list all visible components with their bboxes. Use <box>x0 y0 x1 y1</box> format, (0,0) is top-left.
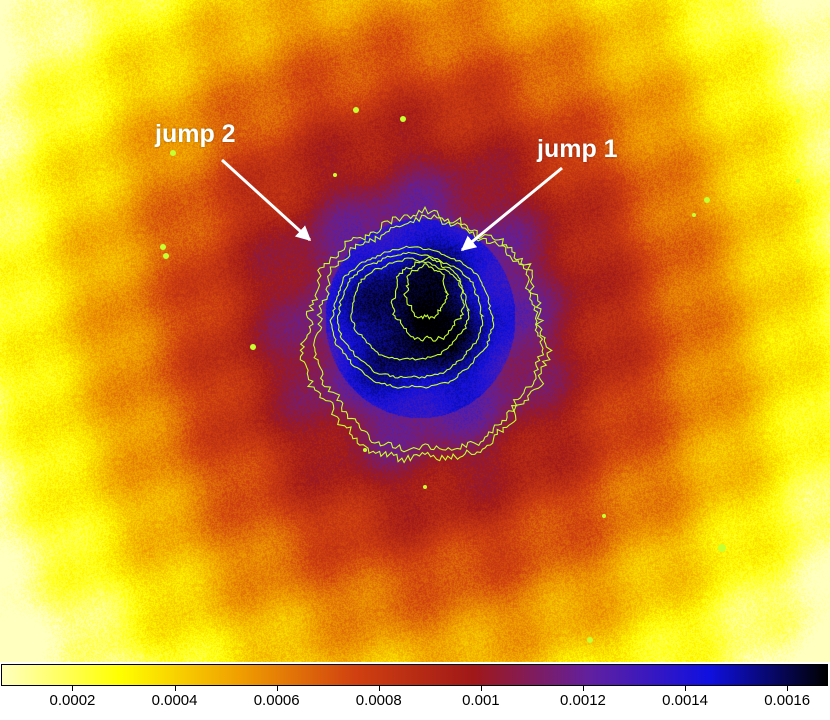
point-source <box>796 179 800 183</box>
map-overlay <box>160 107 800 643</box>
point-source <box>692 213 696 217</box>
jump-2-arrow <box>220 158 312 242</box>
point-source <box>423 485 427 489</box>
contour-line <box>299 205 553 464</box>
colorbar-tick-label: 0.001 <box>462 692 500 709</box>
point-source <box>704 197 710 203</box>
colorbar-tick <box>378 686 380 691</box>
colorbar-tick <box>72 686 74 691</box>
colorbar-tick <box>174 686 176 691</box>
point-source <box>587 637 593 643</box>
contour-line <box>313 214 545 453</box>
point-source <box>170 150 176 156</box>
point-source <box>602 514 606 518</box>
contour-line <box>350 257 471 361</box>
point-source <box>250 344 256 350</box>
point-source <box>363 448 367 452</box>
point-source <box>400 116 406 122</box>
colorbar-tick <box>480 686 482 691</box>
point-source <box>718 544 726 552</box>
point-sources <box>160 107 800 643</box>
jump-2-label: jump 2 <box>155 120 236 148</box>
point-source <box>333 173 337 177</box>
colorbar: 0.0002 0.0004 0.0006 0.0008 0.001 0.0012 0.001… <box>0 662 830 720</box>
point-source <box>353 107 359 113</box>
colorbar-tick-label: 0.0006 <box>253 692 300 709</box>
contour-line <box>329 245 495 389</box>
colorbar-tick <box>787 686 789 691</box>
colorbar-tick-label: 0.0012 <box>560 692 606 709</box>
colorbar-tick-label: 0.0016 <box>764 692 811 709</box>
colorbar-tick-label: 0.0004 <box>151 692 198 709</box>
jump-1-label: jump 1 <box>537 135 618 163</box>
contour-line <box>390 256 465 342</box>
contour-lines <box>299 205 553 464</box>
colorbar-tick <box>685 686 687 691</box>
point-source <box>163 253 169 259</box>
point-source <box>160 244 166 250</box>
colorbar-tick-label: 0.0014 <box>662 692 708 709</box>
xray-surface-brightness-map <box>0 0 830 662</box>
contour-line <box>336 251 485 379</box>
colorbar-tick <box>276 686 278 691</box>
colorbar-tick-label: 0.0002 <box>49 692 96 709</box>
colorbar-tick <box>582 686 584 691</box>
colorbar-gradient <box>1 664 828 686</box>
contour-line <box>403 263 450 320</box>
jump-1-arrow <box>460 166 563 252</box>
colorbar-tick-label: 0.0008 <box>355 692 402 709</box>
